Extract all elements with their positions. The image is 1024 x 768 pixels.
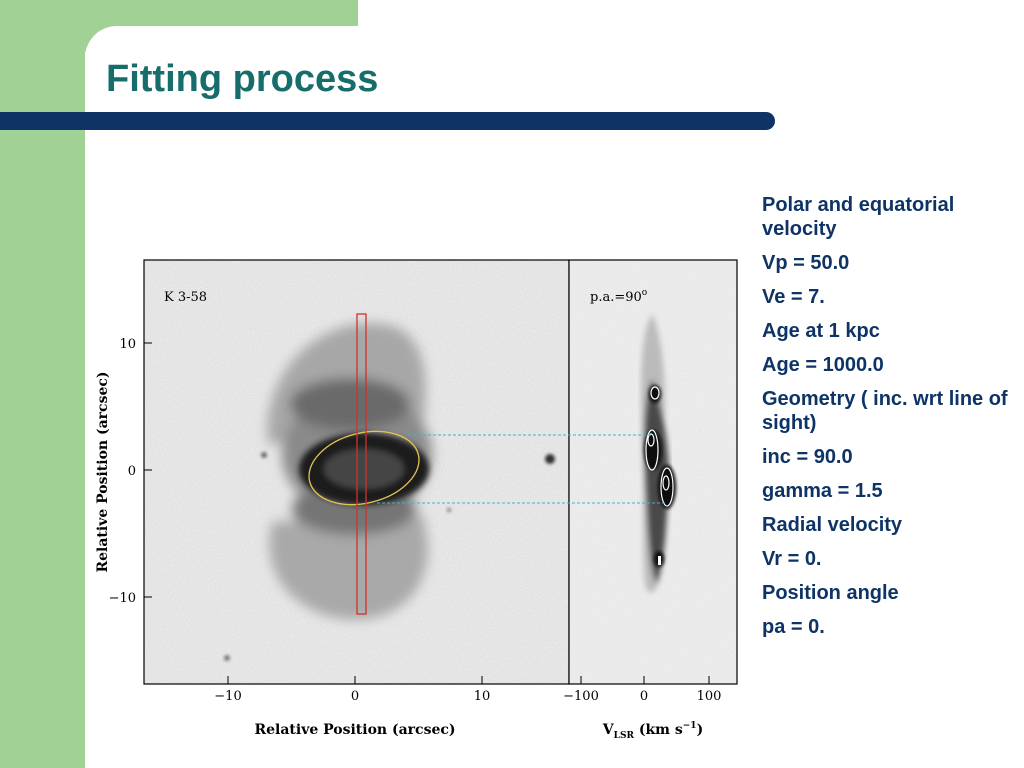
y-tick-label: 10: [119, 337, 136, 352]
param-line: pa = 0.: [762, 616, 825, 638]
title-underline-bar: [0, 112, 775, 130]
x-tick-label: 0: [351, 689, 359, 704]
slit-overlay: [356, 313, 367, 615]
param-line: Ve = 7.: [762, 286, 825, 308]
velocity-tick-label: 100: [697, 689, 722, 704]
object-label: K 3-58: [164, 290, 207, 305]
param-line: Radial velocity: [762, 514, 903, 536]
x-tick-label: −10: [214, 689, 241, 704]
velocity-axis-title: VLSR (km s−1): [602, 721, 703, 741]
param-line: Polar and equatorial velocity: [762, 194, 955, 240]
nebula-image-panel: K 3-58: [143, 259, 570, 685]
param-line: gamma = 1.5: [762, 480, 883, 502]
y-tick-label: 0: [128, 464, 136, 479]
x-axis-title: Relative Position (arcsec): [254, 722, 455, 738]
param-line: Position angle: [762, 582, 899, 604]
nebula-figure: K 3-58 p.a.=90o: [95, 259, 738, 741]
y-tick-label: −10: [109, 591, 136, 606]
position-velocity-panel: p.a.=90o: [568, 259, 738, 685]
position-angle-label: p.a.=90o: [590, 288, 647, 305]
param-line: Geometry ( inc. wrt line of sight): [762, 388, 1008, 434]
param-line: Vp = 50.0: [762, 252, 850, 274]
y-axis-title: Relative Position (arcsec): [95, 371, 111, 572]
param-line: Vr = 0.: [762, 548, 822, 570]
param-line: Age at 1 kpc: [762, 320, 880, 342]
x-tick-label: 10: [474, 689, 491, 704]
model-ellipse-overlay: [308, 430, 420, 506]
velocity-tick-label: 0: [640, 689, 648, 704]
parameters-list: Polar and equatorial velocity Vp = 50.0 …: [762, 193, 1012, 649]
param-line: inc = 90.0: [762, 446, 853, 468]
param-line: Age = 1000.0: [762, 354, 884, 376]
slide-title: Fitting process: [106, 58, 379, 100]
velocity-tick-label: −100: [563, 689, 599, 704]
